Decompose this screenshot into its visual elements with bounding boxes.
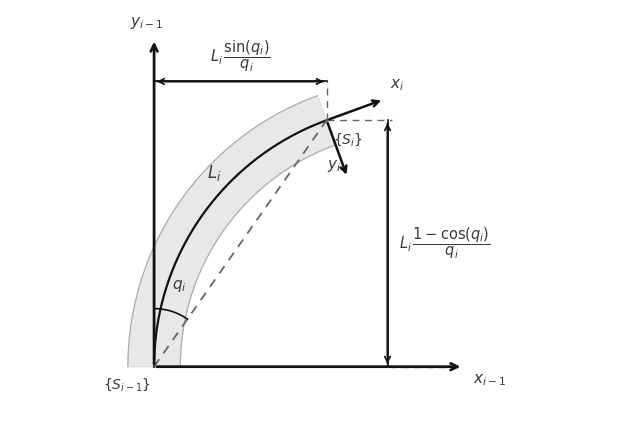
Text: $L_i\,\dfrac{1-\cos(q_i)}{q_i}$: $L_i\,\dfrac{1-\cos(q_i)}{q_i}$ (399, 225, 490, 261)
Polygon shape (128, 96, 336, 367)
Text: $\{S_i\}$: $\{S_i\}$ (333, 132, 363, 148)
Text: $x_i$: $x_i$ (391, 77, 404, 93)
Text: $x_{i-1}$: $x_{i-1}$ (473, 372, 506, 388)
Text: $\{S_{i-1}\}$: $\{S_{i-1}\}$ (102, 376, 151, 393)
Text: $y_{i-1}$: $y_{i-1}$ (130, 16, 163, 31)
Text: $L_i$: $L_i$ (207, 163, 221, 183)
Text: $y_i$: $y_i$ (327, 158, 341, 174)
Text: $L_i\,\dfrac{\sin(q_i)}{q_i}$: $L_i\,\dfrac{\sin(q_i)}{q_i}$ (210, 39, 271, 74)
Text: $q_i$: $q_i$ (172, 278, 187, 294)
